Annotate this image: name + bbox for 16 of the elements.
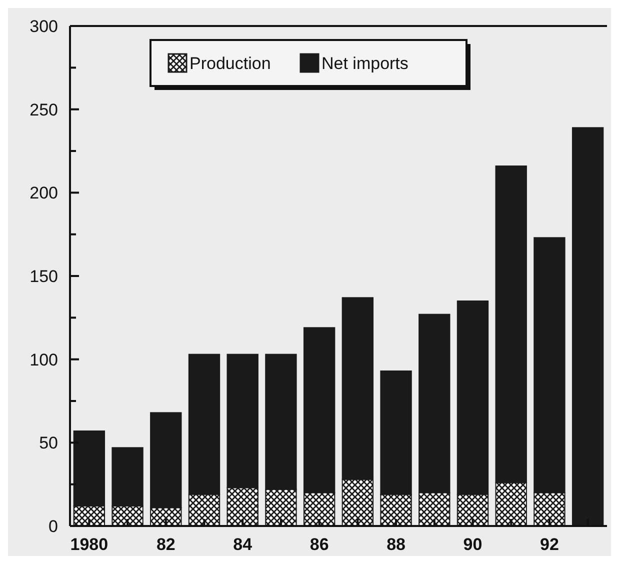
x-tick-label: 88 — [386, 535, 406, 554]
x-tick-label: 84 — [233, 535, 253, 554]
y-tick-label: 250 — [30, 100, 58, 120]
y-tick-label: 150 — [30, 266, 58, 286]
x-tick-label: 82 — [156, 535, 176, 554]
y-tick-label: 100 — [30, 350, 58, 370]
y-tick-label: 300 — [30, 16, 58, 36]
legend-label: Production — [190, 54, 271, 73]
legend-label: Net imports — [322, 54, 408, 73]
x-tick-label: 1980 — [70, 535, 108, 554]
y-tick-label: 200 — [30, 184, 58, 203]
x-tick-label: 92 — [540, 535, 559, 554]
x-tick-label: 86 — [310, 535, 329, 554]
x-tick-label: 90 — [463, 535, 482, 554]
y-tick-label: 50 — [39, 434, 58, 453]
y-tick-label: 0 — [48, 516, 58, 536]
